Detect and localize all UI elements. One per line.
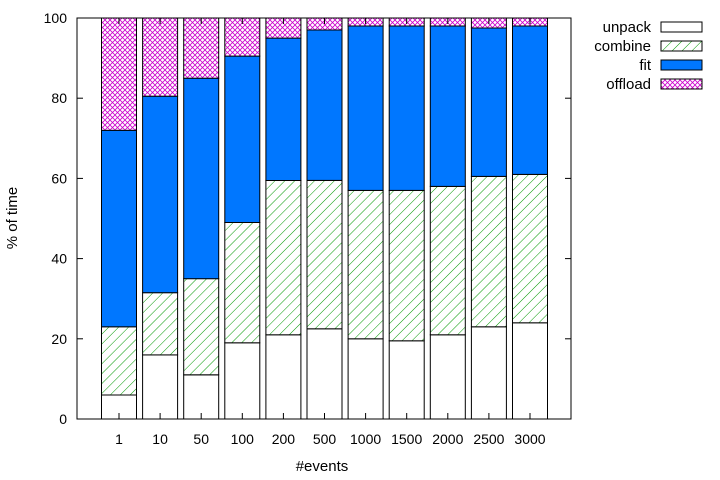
plot-area [101,17,548,420]
bar-combine-100 [224,222,261,344]
bar-fit-100 [224,55,261,223]
x-tick-label: 10 [152,431,168,447]
bar-unpack-50 [183,374,220,420]
bar-combine-50 [183,278,220,376]
bar-fit-10 [142,95,179,294]
legend-label-combine: combine [594,38,651,55]
bar-unpack-1000 [347,338,384,420]
x-tick-label: 500 [313,431,337,447]
bar-unpack-200 [265,334,302,420]
x-tick-label: 3000 [514,431,545,447]
bar-offload-10 [142,17,179,97]
axes: 0 20 40 60 80 100 1 10 50 100 200 500 1000 1500 2000 25… [44,10,572,447]
bar-fit-500 [306,29,343,181]
x-tick-label: 50 [193,431,209,447]
bar-fit-1 [101,129,137,328]
bar-fit-1500 [388,25,425,191]
legend-swatch-unpack [660,21,703,33]
bar-combine-500 [306,179,343,330]
bar-fit-3000 [512,25,548,175]
legend-swatch-combine [660,40,703,52]
y-tick-label: 100 [44,10,68,26]
legend-swatch-fit [660,59,703,71]
bar-offload-100 [224,17,261,57]
x-tick-label: 1000 [350,431,381,447]
bar-fit-200 [265,37,302,181]
bar-combine-1000 [347,189,384,340]
x-tick-label: 2500 [473,431,504,447]
legend-label-offload: offload [606,76,651,93]
bar-combine-3000 [512,173,548,324]
x-axis-title: #events [296,458,349,475]
bar-unpack-10 [142,354,179,420]
bar-unpack-500 [306,328,343,420]
bar-unpack-3000 [512,322,548,420]
bar-combine-2500 [470,175,507,328]
x-tick-label: 200 [272,431,296,447]
y-tick-label: 80 [51,90,67,106]
bar-combine-10 [142,292,179,356]
bar-combine-200 [265,179,302,336]
bar-fit-2000 [429,25,466,187]
x-tick-label: 1 [115,431,123,447]
x-tick-label: 100 [231,431,255,447]
bar-fit-2500 [470,27,507,177]
bar-unpack-2000 [429,334,466,420]
bar-combine-2000 [429,185,466,336]
legend: unpack combine fit offload [594,19,703,93]
bar-unpack-100 [224,342,261,420]
legend-label-fit: fit [639,57,652,74]
y-tick-label: 20 [51,331,67,347]
y-tick-label: 60 [51,170,67,186]
legend-label-unpack: unpack [603,19,652,36]
bar-unpack-2500 [470,326,507,420]
y-axis-title: % of time [4,187,21,250]
bar-offload-1 [101,17,137,131]
bar-combine-1500 [388,189,425,342]
legend-swatch-offload [660,78,703,90]
bar-offload-50 [183,17,220,79]
bar-combine-1 [101,326,137,396]
bar-fit-50 [183,77,220,280]
bar-unpack-1500 [388,340,425,420]
bar-fit-1000 [347,25,384,191]
x-tick-label: 2000 [432,431,463,447]
x-tick-label: 1500 [391,431,422,447]
y-tick-label: 0 [59,411,67,427]
y-tick-label: 40 [51,251,67,267]
